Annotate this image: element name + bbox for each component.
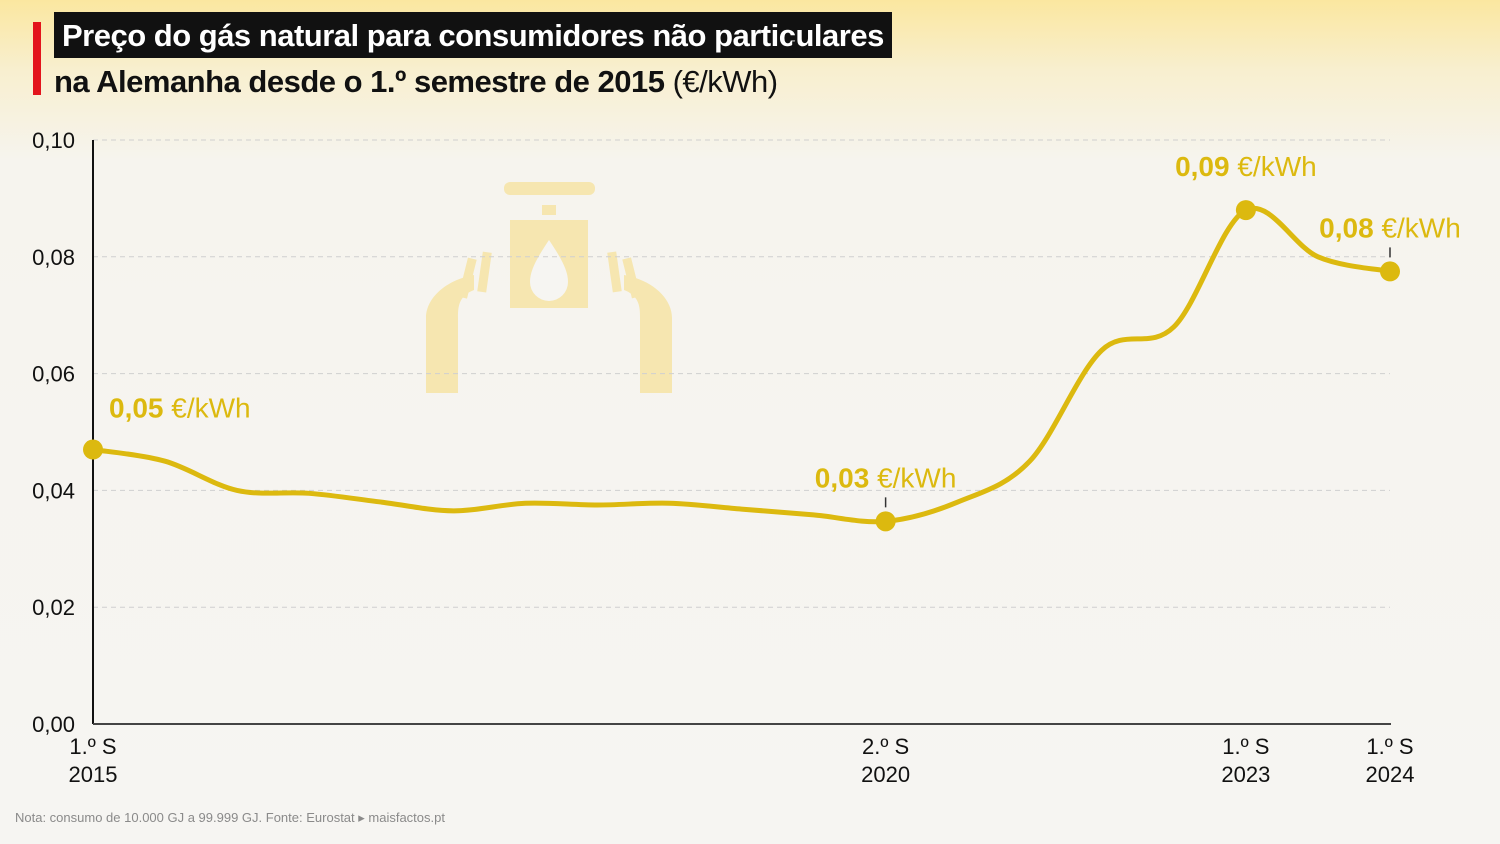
x-tick-label: 2015 (69, 762, 118, 787)
x-axis-ticks: 1.º S 2015 2.º S 2020 1.º S 2023 1.º S 2024 (69, 734, 1415, 787)
y-axis-ticks: 0,00 0,02 0,04 0,06 0,08 0,10 (32, 128, 75, 737)
y-tick-label: 0,06 (32, 362, 75, 387)
y-tick-label: 0,10 (32, 128, 75, 153)
y-tick-label: 0,08 (32, 245, 75, 270)
data-label-unit: €/kWh (171, 393, 250, 424)
data-point (83, 439, 103, 460)
data-label-value: 0,03 (815, 462, 877, 493)
chart-title-line1: Preço do gás natural para consumidores n… (54, 12, 892, 58)
data-label-value: 0,05 (109, 393, 171, 424)
y-tick-label: 0,02 (32, 595, 75, 620)
source-note: Nota: consumo de 10.000 GJ a 99.999 GJ. … (15, 810, 445, 825)
chart-title-unit: (€/kWh) (672, 64, 779, 99)
y-tick-label: 0,00 (32, 712, 75, 737)
series-line (90, 205, 1393, 525)
x-tick-label: 1.º S (69, 734, 116, 759)
data-point (1235, 200, 1256, 221)
x-tick-label: 2024 (1366, 762, 1415, 787)
data-point (1380, 261, 1400, 282)
y-tick-label: 0,04 (32, 478, 75, 503)
title-accent-bar (33, 22, 41, 95)
data-label: 0,09 €/kWh (1175, 151, 1317, 182)
x-tick-label: 2023 (1221, 762, 1270, 787)
chart-title-line2: na Alemanha desde o 1.º semestre de 2015… (54, 62, 778, 102)
data-label-value: 0,08 (1319, 212, 1381, 243)
x-tick-label: 1.º S (1222, 734, 1269, 759)
data-label: 0,05 €/kWh (109, 393, 251, 424)
data-label-unit: €/kWh (1381, 212, 1460, 243)
data-label: 0,03 €/kWh (815, 462, 957, 493)
data-label: 0,08 €/kWh (1319, 212, 1461, 243)
chart-title-comma: , (790, 18, 799, 53)
data-label-unit: €/kWh (877, 462, 956, 493)
x-tick-label: 2.º S (862, 734, 909, 759)
gas-valve-icon (426, 182, 672, 393)
data-point (875, 511, 896, 532)
x-tick-label: 2020 (861, 762, 910, 787)
x-tick-label: 1.º S (1366, 734, 1413, 759)
chart-title-text: na Alemanha desde o 1.º semestre de 2015 (54, 64, 665, 99)
data-label-unit: €/kWh (1237, 151, 1316, 182)
data-label-value: 0,09 (1175, 151, 1237, 182)
grid-lines (93, 139, 1390, 608)
data-markers (83, 200, 1400, 532)
